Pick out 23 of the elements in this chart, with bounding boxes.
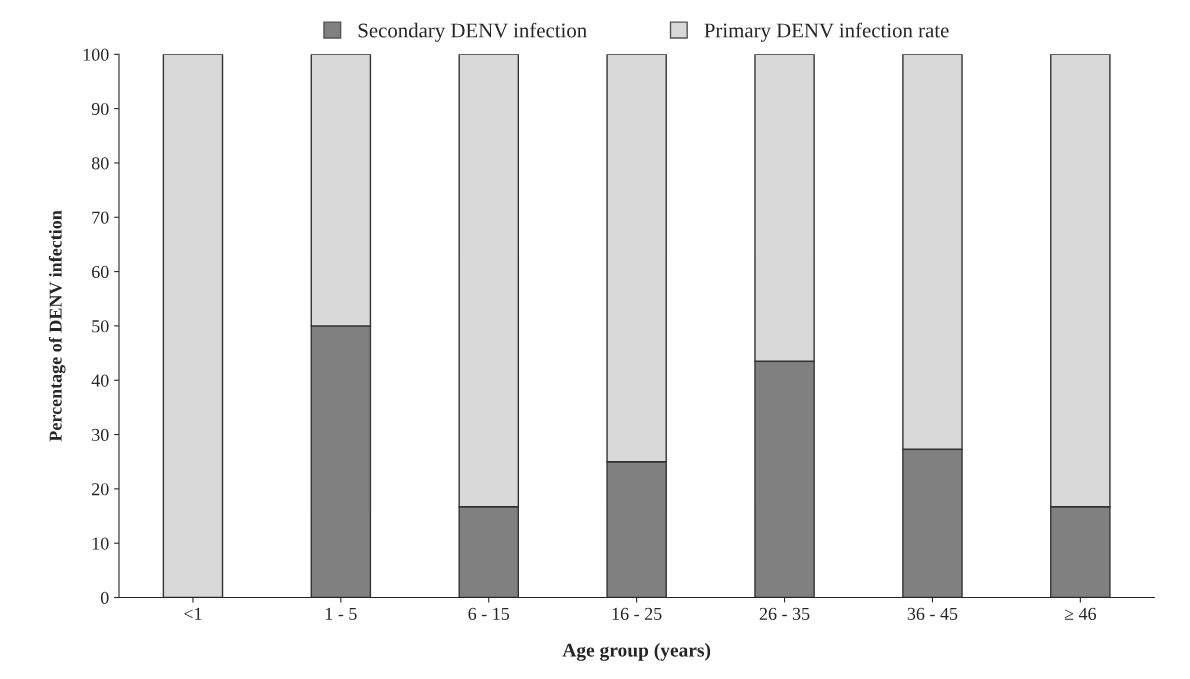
legend-label: Secondary DENV infection: [358, 22, 587, 42]
y-axis-title: Percentage of DENV infection: [48, 210, 66, 442]
x-tick-label: 26 - 35: [759, 607, 810, 620]
x-tick-label: 1 - 5: [325, 607, 357, 620]
x-tick-label: ≥ 46: [1064, 607, 1097, 620]
y-tick-label: 50: [92, 320, 109, 333]
y-tick-label: 60: [92, 265, 109, 279]
x-tick-label: 36 - 45: [907, 607, 958, 620]
x-axis-title: Age group (years): [562, 643, 711, 661]
bar: [162, 54, 224, 598]
y-tick-label: 40: [91, 374, 109, 387]
x-tick-label: <1: [184, 607, 202, 620]
y-tick-label: 90: [91, 102, 109, 116]
y-tick-label: 100: [83, 48, 109, 61]
y-tick-label: 70: [92, 211, 109, 224]
y-tick-label: 80: [91, 157, 109, 170]
y-tick-label: 20: [92, 483, 109, 496]
y-tick-label: 10: [92, 537, 109, 550]
legend-label: Primary DENV infection rate: [704, 22, 949, 42]
x-tick-label: 6 - 15: [468, 607, 510, 620]
x-tick-label: 16 - 25: [612, 607, 662, 620]
y-tick-label: 0: [100, 591, 109, 604]
y-tick-label: 30: [92, 428, 109, 441]
